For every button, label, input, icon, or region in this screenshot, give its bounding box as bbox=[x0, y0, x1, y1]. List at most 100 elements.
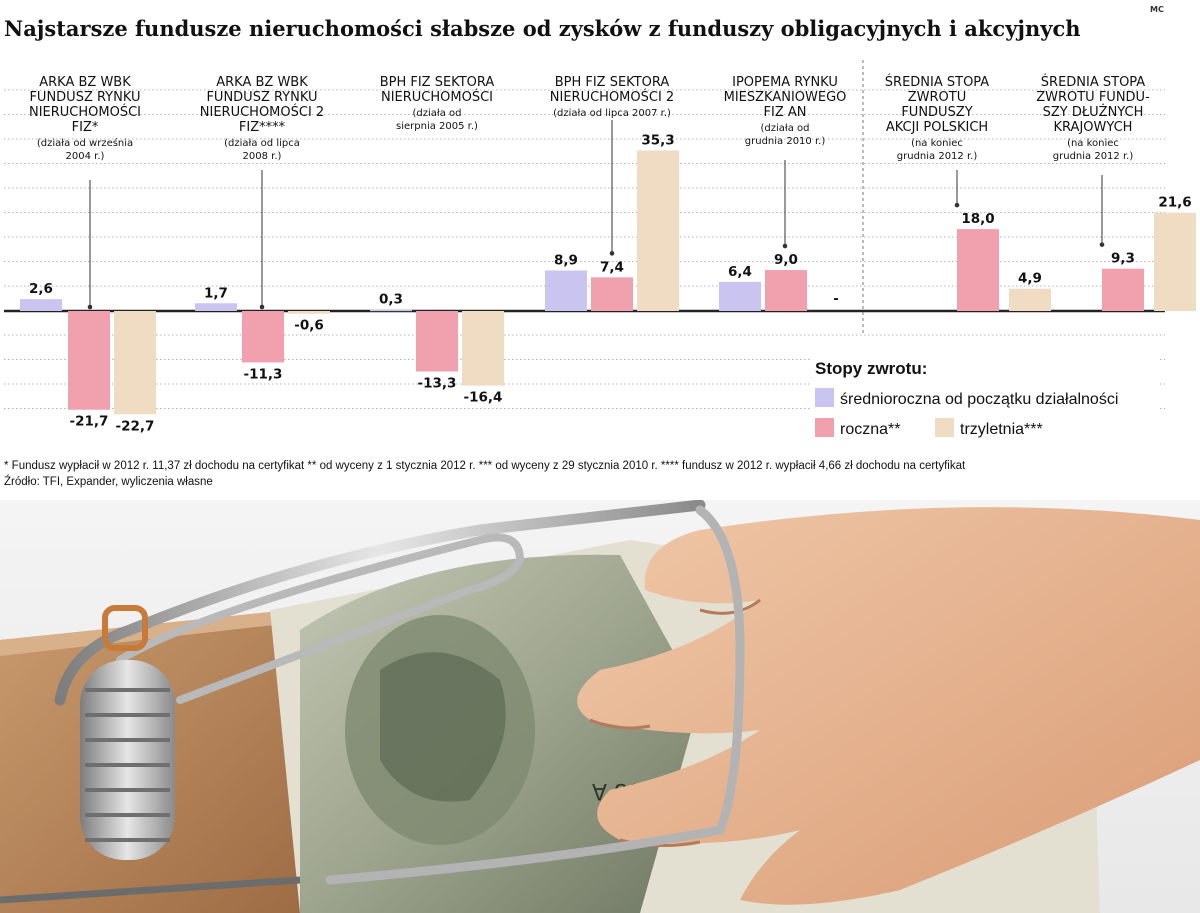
category-name-line: NIERUCHOMOŚCI bbox=[381, 89, 493, 105]
bar-roczna bbox=[416, 311, 458, 372]
value-labels: 2,6 1,7 0,3 8,9 6,4 -21,7 -11,3 -13,3 7,4 9,0 18,0… bbox=[29, 132, 1192, 434]
legend-label-roczna: roczna** bbox=[840, 421, 900, 438]
label-connectors bbox=[87, 120, 1105, 310]
connector-dot bbox=[87, 304, 93, 310]
trap-wire-arm bbox=[116, 533, 525, 704]
bars bbox=[20, 150, 1196, 415]
category-name-line: FIZ**** bbox=[239, 120, 286, 135]
data-label-trzyletnia: -16,4 bbox=[464, 390, 503, 406]
bar-trzyletnia bbox=[1154, 212, 1196, 311]
bar-trzyletnia bbox=[462, 311, 504, 386]
category-name-line: ZWROTU FUNDU- bbox=[1036, 90, 1150, 105]
data-label-trzyletnia: 21,6 bbox=[1158, 195, 1191, 211]
bar-roczna bbox=[242, 311, 284, 363]
category-name-line: BPH FIZ SEKTORA bbox=[380, 75, 495, 90]
connector-dot bbox=[259, 304, 265, 310]
chart-title: Najstarsze fundusze nieruchomości słabsz… bbox=[4, 16, 1081, 41]
author-signature: MC bbox=[1150, 5, 1164, 14]
connector-dot bbox=[782, 243, 788, 249]
trap-copper-loop bbox=[102, 605, 148, 651]
data-label-trzyletnia: 35,3 bbox=[641, 132, 674, 148]
bar-srednioroczna bbox=[195, 303, 237, 311]
legend-label-trzyletnia: trzyletnia*** bbox=[960, 421, 1043, 438]
category-name-line: ŚREDNIA STOPA bbox=[1041, 74, 1146, 90]
data-label-roczna: 9,0 bbox=[774, 252, 798, 268]
data-label-roczna: -21,7 bbox=[70, 414, 109, 430]
category-note-line: (działa od bbox=[412, 108, 461, 119]
trap-base-wire bbox=[0, 876, 301, 904]
data-label-roczna: 9,3 bbox=[1111, 251, 1135, 267]
data-label-srednioroczna: 2,6 bbox=[29, 281, 53, 297]
data-label-trzyletnia: -22,7 bbox=[116, 418, 155, 434]
bar-trzyletnia bbox=[637, 150, 679, 311]
footnote-definitions: * Fundusz wypłacił w 2012 r. 11,37 zł do… bbox=[4, 460, 966, 472]
category-note-line: 2004 r.) bbox=[66, 151, 105, 162]
category-note-line: grudnia 2012 r.) bbox=[897, 151, 978, 162]
bar-roczna bbox=[957, 229, 999, 311]
bar-trzyletnia bbox=[1009, 288, 1051, 311]
data-label-roczna: -13,3 bbox=[418, 376, 457, 392]
legend-swatch-srednioroczna bbox=[815, 388, 834, 407]
category-name-line: SZY DŁUŻNYCH bbox=[1043, 104, 1144, 120]
bar-roczna bbox=[765, 270, 807, 311]
trap-wire-bar bbox=[54, 500, 706, 706]
hand bbox=[577, 507, 1200, 905]
category-name-line: ZWROTU bbox=[908, 90, 966, 105]
category-note-line: 2008 r.) bbox=[243, 151, 282, 162]
legend-label-srednioroczna: średnioroczna od początku działalności bbox=[840, 391, 1118, 408]
data-label-srednioroczna: 6,4 bbox=[728, 264, 752, 280]
bar-trzyletnia bbox=[288, 311, 330, 314]
data-label-srednioroczna: 1,7 bbox=[204, 285, 228, 301]
data-label-roczna: -11,3 bbox=[244, 366, 283, 382]
connector-dot bbox=[1099, 242, 1105, 247]
data-label-srednioroczna: 8,9 bbox=[554, 253, 578, 269]
bar-srednioroczna bbox=[545, 270, 587, 311]
data-label-roczna: 7,4 bbox=[600, 259, 624, 275]
trap-spring bbox=[80, 660, 175, 860]
bar-chart: Najstarsze fundusze nieruchomości słabsz… bbox=[4, 5, 1196, 488]
legend-title: Stopy zwrotu: bbox=[815, 359, 927, 378]
category-name-line: FIZ AN bbox=[764, 105, 807, 120]
data-label-trzyletnia: 4,9 bbox=[1018, 271, 1042, 287]
category-note-line: grudnia 2010 r.) bbox=[745, 136, 826, 147]
category-note-line: (na koniec bbox=[911, 138, 963, 149]
legend: Stopy zwrotu: średnioroczna od początku … bbox=[810, 352, 1160, 447]
category-note-line: (działa od bbox=[760, 123, 809, 134]
category-name-line: NIERUCHOMOŚCI 2 bbox=[550, 89, 674, 105]
category-name-line: NIERUCHOMOŚCI 2 bbox=[200, 104, 324, 120]
category-note-line: (działa od września bbox=[37, 137, 133, 149]
category-note-line: grudnia 2012 r.) bbox=[1053, 151, 1134, 162]
connector-dot bbox=[609, 251, 615, 256]
footnote-source: Źródło: TFI, Expander, wyliczenia własne bbox=[4, 475, 213, 488]
category-note-line: sierpnia 2005 r.) bbox=[396, 121, 478, 132]
bar-srednioroczna bbox=[370, 309, 412, 312]
connector-dot bbox=[954, 202, 960, 208]
data-label-trzyletnia: - bbox=[833, 291, 839, 307]
category-note-line: (działa od lipca 2007 r.) bbox=[553, 108, 671, 119]
spring-coils bbox=[85, 688, 170, 842]
category-name-line: FUNDUSZ RYNKU bbox=[206, 90, 317, 105]
bill-portrait-shade bbox=[380, 652, 506, 802]
bar-srednioroczna bbox=[719, 281, 761, 311]
category-name-line: AKCJI POLSKICH bbox=[886, 120, 988, 135]
bar-roczna bbox=[1102, 268, 1144, 311]
bar-roczna bbox=[591, 277, 633, 311]
bar-trzyletnia bbox=[114, 311, 156, 415]
bar-srednioroczna bbox=[20, 299, 62, 311]
category-note-line: (na koniec bbox=[1067, 138, 1119, 149]
category-name-line: FUNDUSZY bbox=[901, 105, 972, 120]
category-name-line: KRAJOWYCH bbox=[1054, 120, 1133, 135]
legend-swatch-trzyletnia bbox=[935, 418, 954, 437]
category-name-line: NIERUCHOMOŚCI bbox=[29, 104, 141, 120]
legend-background bbox=[810, 352, 1160, 447]
data-label-trzyletnia: -0,6 bbox=[294, 318, 324, 334]
legend-swatch-roczna bbox=[815, 418, 834, 437]
category-name-line: IPOPEMA RYNKU bbox=[732, 75, 838, 90]
category-name-line: FIZ* bbox=[72, 120, 99, 135]
category-note-line: (działa od lipca bbox=[224, 138, 300, 149]
category-name-line: MIESZKANIOWEGO bbox=[724, 90, 847, 105]
category-name-line: ARKA BZ WBK bbox=[39, 75, 131, 90]
data-label-roczna: 18,0 bbox=[961, 211, 994, 227]
